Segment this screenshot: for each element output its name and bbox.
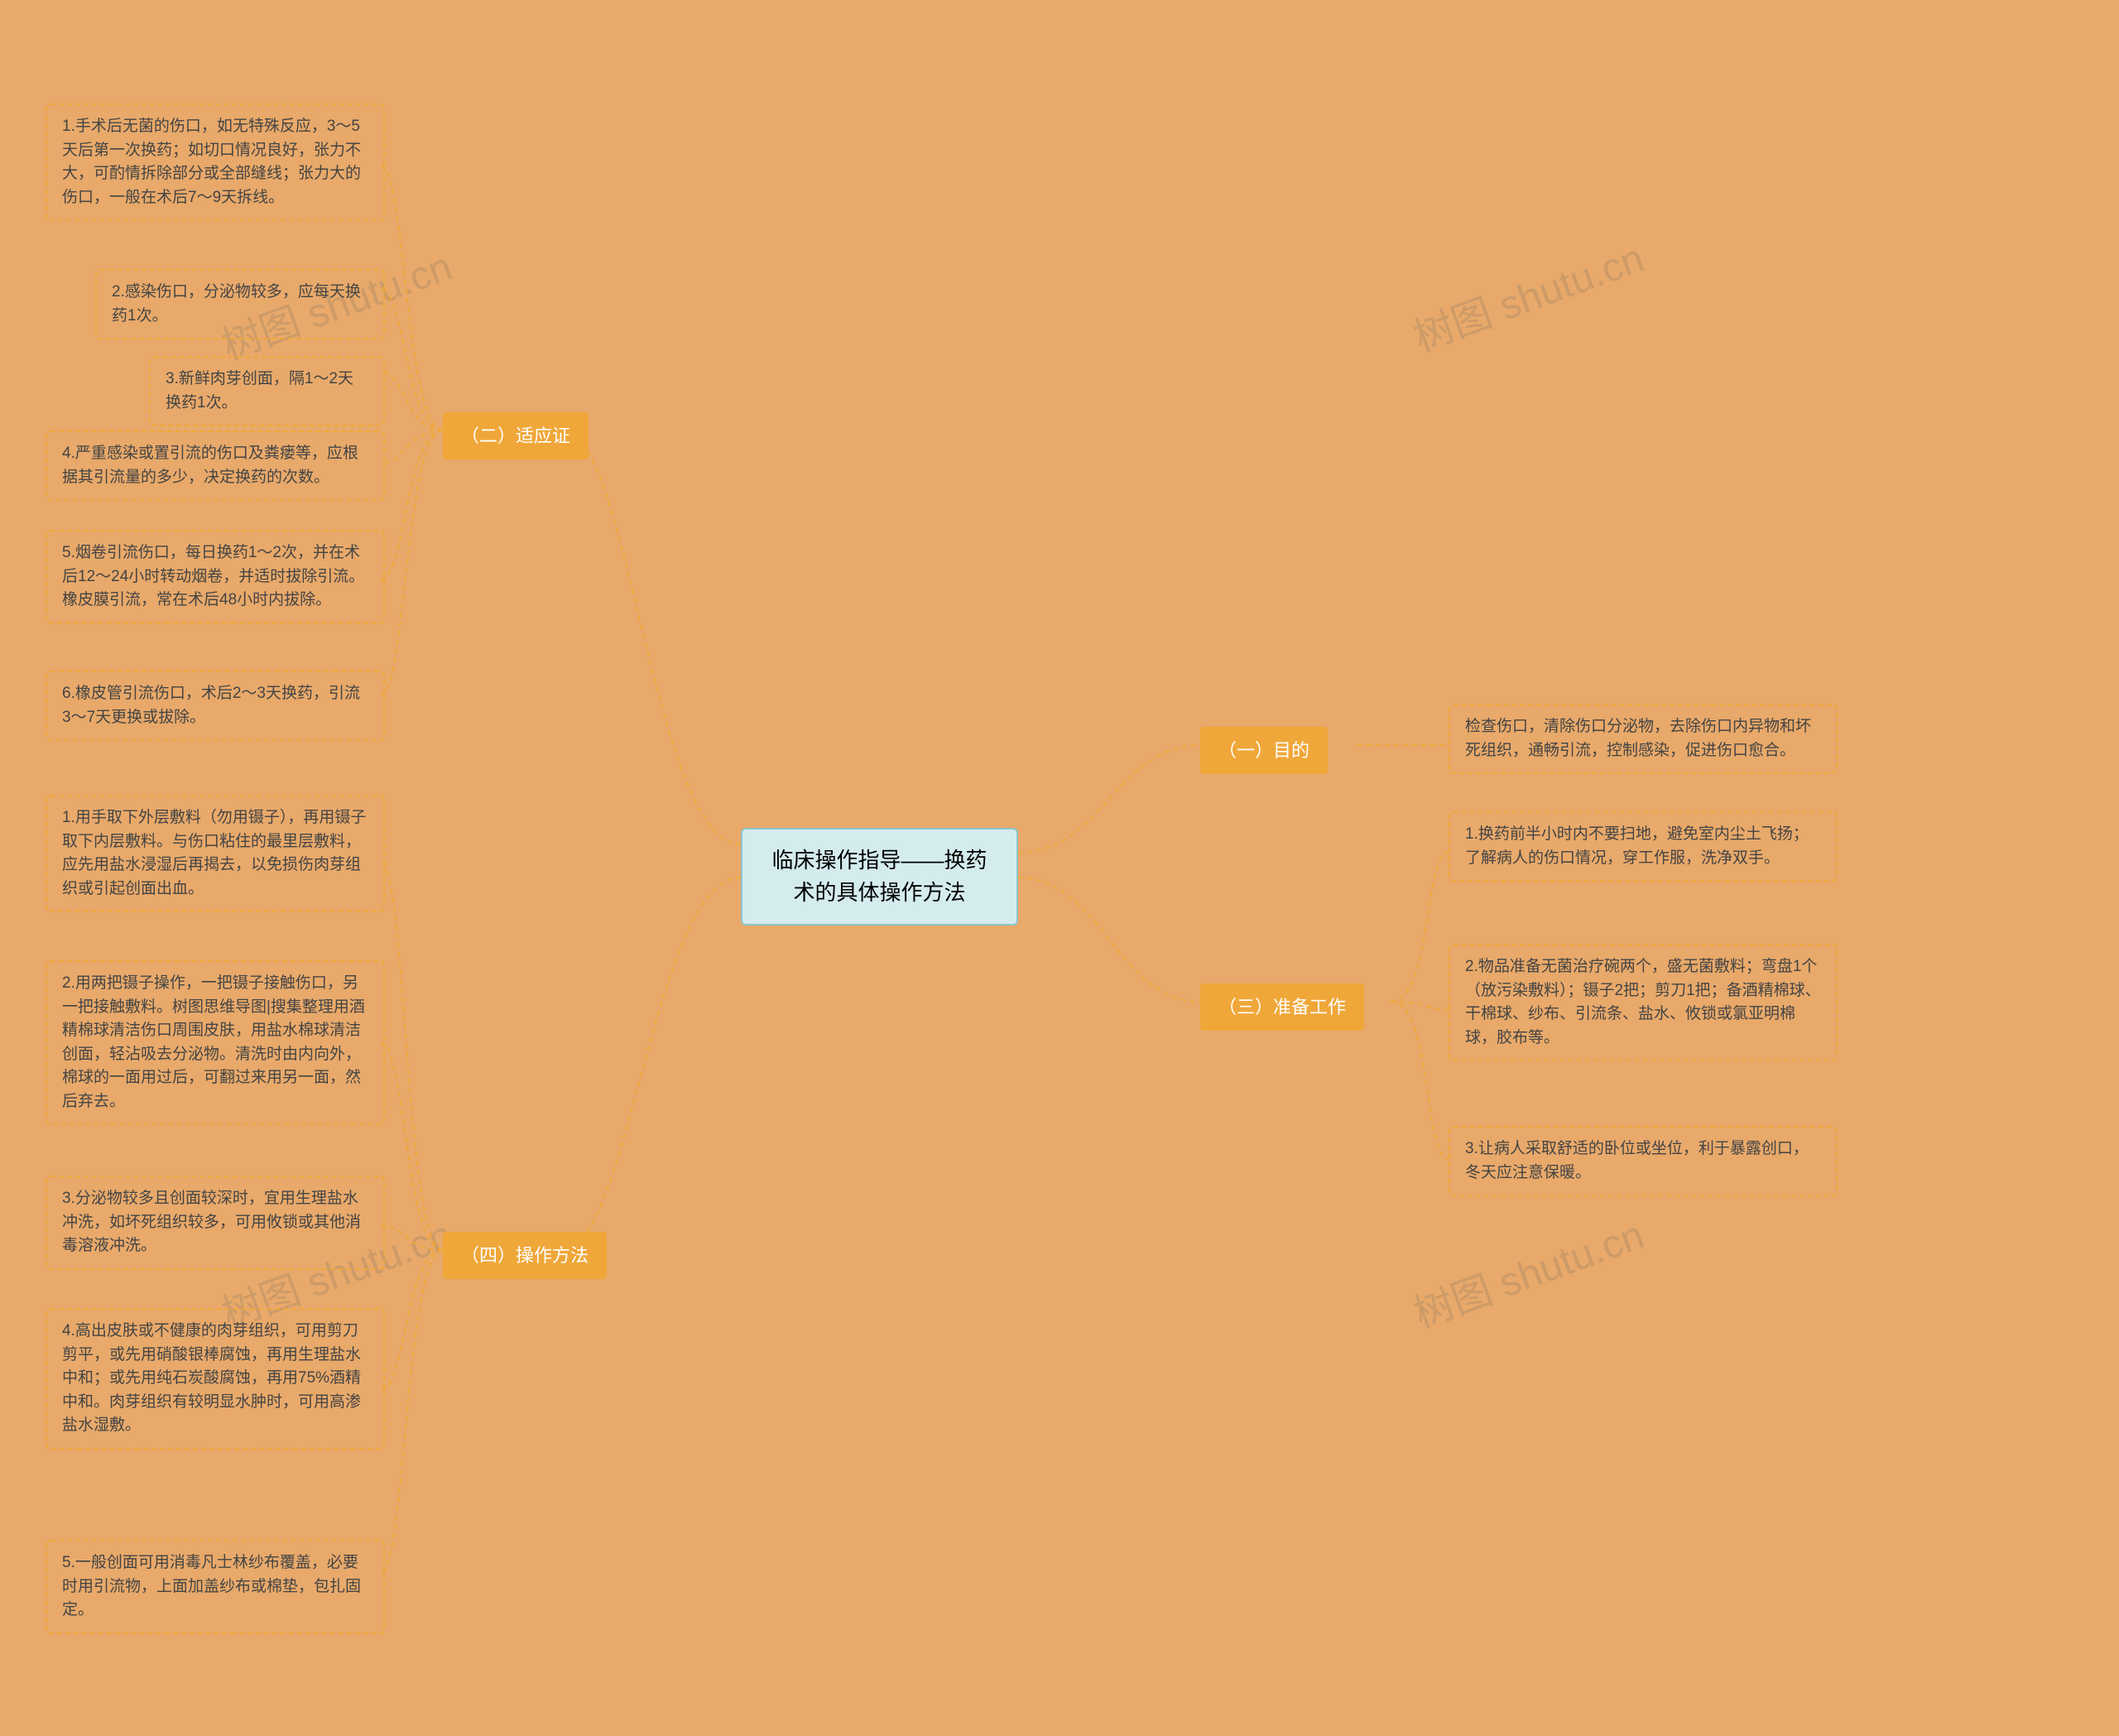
branch-operation: （四）操作方法 — [443, 1232, 607, 1279]
leaf-ind-4: 4.严重感染或置引流的伤口及粪瘘等，应根据其引流量的多少，决定换药的次数。 — [46, 430, 385, 501]
leaf-op-5: 5.一般创面可用消毒凡士林纱布覆盖，必要时用引流物，上面加盖纱布或棉垫，包扎固定… — [46, 1540, 385, 1634]
root-node: 临床操作指导——换药术的具体操作方法 — [741, 828, 1018, 926]
leaf-ind-6: 6.橡皮管引流伤口，术后2～3天换药，引流3～7天更换或拔除。 — [46, 671, 385, 741]
leaf-prep-2: 2.物品准备无菌治疗碗两个，盛无菌敷料；弯盘1个（放污染敷料）；镊子2把；剪刀1… — [1449, 944, 1838, 1061]
leaf-prep-1: 1.换药前半小时内不要扫地，避免室内尘土飞扬；了解病人的伤口情况，穿工作服，洗净… — [1449, 811, 1838, 882]
watermark: 树图 shutu.cn — [1405, 1202, 1651, 1339]
leaf-purpose-1: 检查伤口，清除伤口分泌物，去除伤口内异物和坏死组织，通畅引流，控制感染，促进伤口… — [1449, 704, 1838, 774]
leaf-op-3: 3.分泌物较多且创面较深时，宜用生理盐水冲洗，如坏死组织较多，可用攸锁或其他消毒… — [46, 1176, 385, 1270]
leaf-ind-5: 5.烟卷引流伤口，每日换药1～2次，并在术后12～24小时转动烟卷，并适时拔除引… — [46, 530, 385, 624]
leaf-op-1: 1.用手取下外层敷料（勿用镊子），再用镊子取下内层敷料。与伤口粘住的最里层敷料，… — [46, 795, 385, 912]
branch-preparation: （三）准备工作 — [1200, 983, 1364, 1031]
watermark: 树图 shutu.cn — [1405, 225, 1651, 362]
leaf-op-2: 2.用两把镊子操作，一把镊子接触伤口，另一把接触敷料。树图思维导图|搜集整理用酒… — [46, 960, 385, 1125]
branch-indication: （二）适应证 — [443, 412, 589, 459]
leaf-ind-1: 1.手术后无菌的伤口，如无特殊反应，3～5天后第一次换药；如切口情况良好，张力不… — [46, 103, 385, 221]
leaf-prep-3: 3.让病人采取舒适的卧位或坐位，利于暴露创口，冬天应注意保暖。 — [1449, 1126, 1838, 1196]
leaf-ind-2: 2.感染伤口，分泌物较多，应每天换药1次。 — [95, 269, 385, 339]
leaf-ind-3: 3.新鲜肉芽创面，隔1～2天换药1次。 — [149, 356, 385, 426]
leaf-op-4: 4.高出皮肤或不健康的肉芽组织，可用剪刀剪平，或先用硝酸银棒腐蚀，再用生理盐水中… — [46, 1308, 385, 1450]
branch-purpose: （一）目的 — [1200, 727, 1328, 774]
